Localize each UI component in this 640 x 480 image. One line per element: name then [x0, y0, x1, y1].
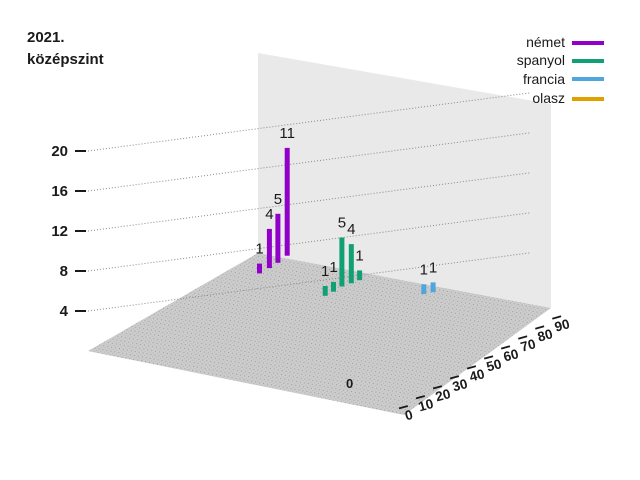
svg-text:11: 11	[279, 125, 295, 142]
svg-text:1: 1	[329, 259, 337, 276]
svg-text:80: 80	[536, 326, 554, 344]
svg-text:német: német	[526, 34, 565, 50]
svg-text:1: 1	[420, 261, 428, 278]
svg-text:5: 5	[274, 191, 282, 208]
svg-text:16: 16	[51, 183, 68, 200]
svg-text:0: 0	[346, 376, 353, 391]
svg-text:középszint: középszint	[27, 51, 104, 68]
svg-text:60: 60	[502, 346, 520, 364]
svg-text:20: 20	[434, 386, 452, 404]
svg-text:40: 40	[468, 366, 486, 384]
svg-text:olasz: olasz	[532, 90, 565, 106]
svg-text:1: 1	[255, 241, 263, 258]
svg-text:30: 30	[451, 376, 469, 394]
svg-text:4: 4	[60, 303, 69, 320]
svg-text:4: 4	[265, 206, 273, 223]
svg-text:0: 0	[403, 407, 414, 423]
svg-text:10: 10	[417, 396, 435, 414]
svg-text:4: 4	[347, 221, 355, 238]
svg-text:francia: francia	[523, 71, 565, 87]
svg-text:1: 1	[321, 263, 329, 280]
svg-text:50: 50	[485, 356, 503, 374]
svg-text:spanyol: spanyol	[517, 52, 565, 68]
svg-text:12: 12	[51, 223, 68, 240]
svg-text:90: 90	[553, 316, 571, 334]
svg-text:1: 1	[355, 247, 363, 264]
svg-text:20: 20	[51, 143, 68, 160]
svg-text:1: 1	[429, 259, 437, 276]
svg-text:70: 70	[519, 336, 537, 354]
svg-text:2021.: 2021.	[27, 29, 65, 46]
svg-text:8: 8	[60, 263, 68, 280]
svg-text:5: 5	[338, 215, 346, 232]
